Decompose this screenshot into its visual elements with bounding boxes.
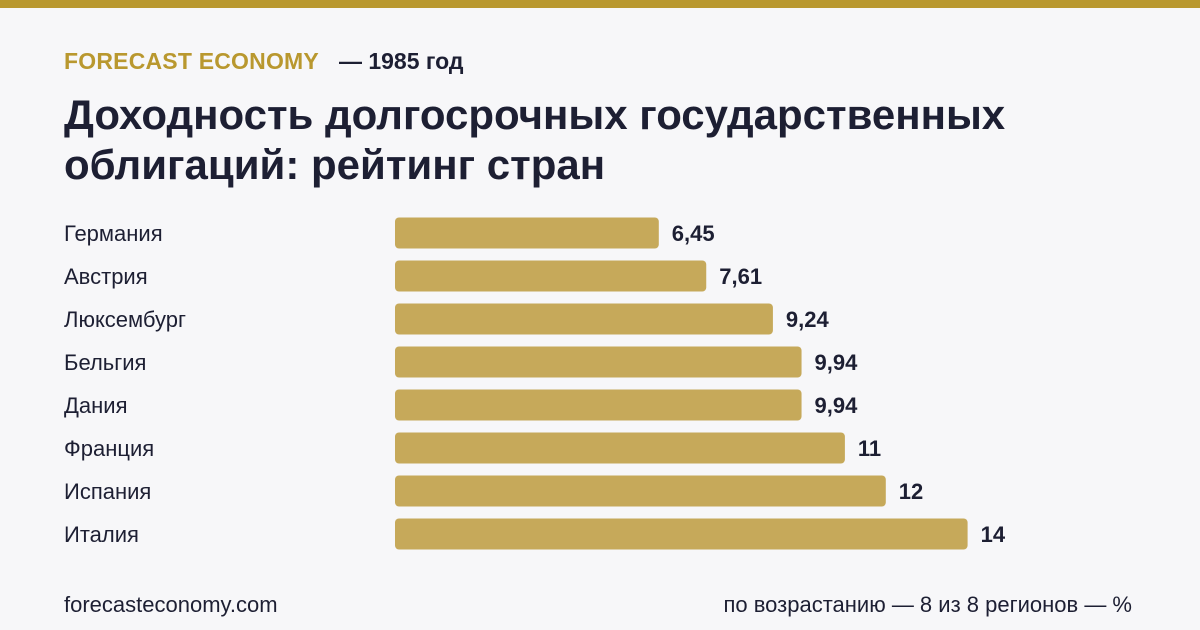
- category-label: Бельгия: [64, 350, 146, 375]
- footer-note: по возрастанию — 8 из 8 регионов — %: [723, 592, 1132, 617]
- bar: [395, 389, 802, 421]
- category-label: Австрия: [64, 264, 148, 289]
- year-label: — 1985 год: [338, 47, 464, 74]
- top-accent-bar: [0, 0, 1200, 8]
- bar: [395, 346, 802, 378]
- category-label: Франция: [64, 436, 154, 461]
- bar: [395, 303, 773, 335]
- bar-chart: Германия 6,45 Австрия 7,61 Люксембург 9,24 Бел…: [64, 217, 1006, 550]
- category-label: Дания: [64, 393, 128, 418]
- value-label: 9,94: [815, 350, 859, 375]
- bar: [395, 518, 968, 550]
- category-label: Италия: [64, 522, 139, 547]
- bar: [395, 217, 659, 249]
- value-label: 9,94: [815, 393, 859, 418]
- category-label: Испания: [64, 479, 151, 504]
- bar: [395, 475, 886, 507]
- page-title: Доходность долгосрочных государственных …: [64, 91, 1006, 188]
- value-label: 6,45: [672, 221, 715, 246]
- value-label: 7,61: [719, 264, 762, 289]
- value-label: 9,24: [786, 307, 830, 332]
- category-label: Германия: [64, 221, 163, 246]
- bar: [395, 260, 707, 292]
- value-label: 12: [899, 479, 923, 504]
- bar: [395, 432, 845, 464]
- value-label: 14: [981, 522, 1006, 547]
- category-label: Люксембург: [64, 307, 186, 332]
- footer-site: forecasteconomy.com: [64, 592, 278, 617]
- header: FORECAST ECONOMY — 1985 год: [64, 46, 464, 76]
- brand-name: FORECAST ECONOMY: [64, 47, 319, 74]
- value-label: 11: [858, 436, 881, 461]
